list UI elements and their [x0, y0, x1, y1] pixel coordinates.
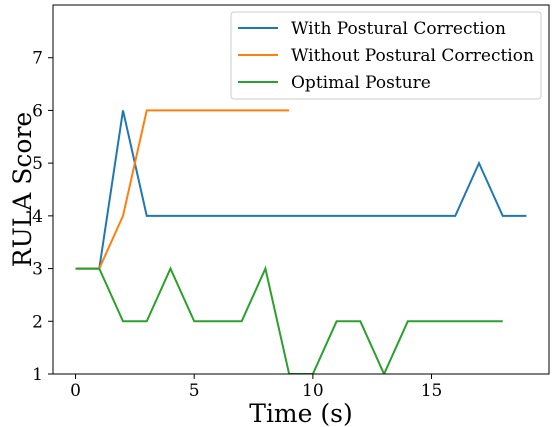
- series-line-without-postural-correction: [75, 109, 290, 270]
- y-axis-label: RULA Score: [8, 112, 37, 267]
- x-tick-label: 0: [70, 381, 81, 401]
- x-tick-label: 15: [421, 381, 443, 401]
- series-line-with-postural-correction: [75, 110, 527, 270]
- legend-label: Without Postural Correction: [291, 46, 534, 66]
- y-tick-label: 7: [32, 49, 43, 69]
- legend-box: [230, 11, 542, 100]
- series-line-optimal-posture: [75, 265, 503, 374]
- legend-label: With Postural Correction: [291, 19, 506, 39]
- y-tick-label: 5: [32, 154, 43, 174]
- y-tick-label: 6: [32, 101, 43, 121]
- y-tick-label: 1: [32, 365, 43, 385]
- y-tick-label: 4: [32, 207, 43, 227]
- plot-area: [75, 109, 527, 374]
- axis-ticks: 0 5 10 15 1 2 3 4 5 6 7: [32, 49, 442, 401]
- legend: With Postural Correction Without Postural…: [230, 11, 542, 100]
- x-axis-label: Time (s): [249, 399, 352, 427]
- x-tick-label: 5: [189, 381, 200, 401]
- y-tick-label: 3: [32, 260, 43, 280]
- axes-frame: [52, 4, 550, 375]
- legend-label: Optimal Posture: [291, 73, 431, 93]
- y-tick-label: 2: [32, 312, 43, 332]
- x-tick-label: 10: [302, 381, 324, 401]
